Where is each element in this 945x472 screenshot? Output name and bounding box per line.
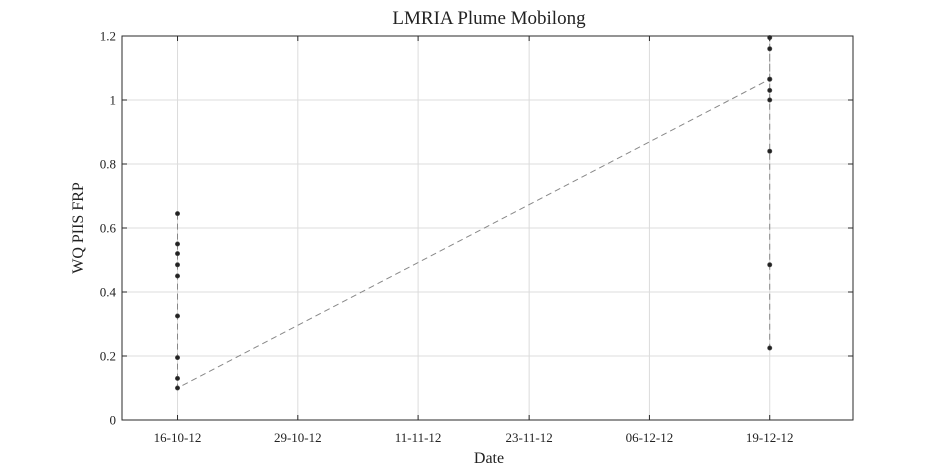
data-point bbox=[767, 76, 773, 82]
x-tick-label: 23-11-12 bbox=[506, 430, 553, 445]
y-tick-label: 0.6 bbox=[100, 221, 117, 236]
x-tick-label: 29-10-12 bbox=[274, 430, 322, 445]
data-point bbox=[767, 345, 773, 351]
data-point bbox=[175, 211, 181, 217]
x-tick-label: 16-10-12 bbox=[154, 430, 202, 445]
x-tick-label: 11-11-12 bbox=[395, 430, 442, 445]
data-point bbox=[175, 251, 181, 257]
data-point bbox=[767, 262, 773, 268]
data-point bbox=[767, 87, 773, 93]
x-tick-label: 19-12-12 bbox=[746, 430, 794, 445]
series-layer bbox=[175, 35, 773, 391]
axis-ticks: 0 0.2 0.4 0.6 0.8 1 1.2 16-10-12 29-10-12 11-11-1… bbox=[100, 29, 853, 445]
y-tick-label: 1.2 bbox=[100, 29, 116, 44]
data-point bbox=[175, 385, 181, 391]
data-point bbox=[175, 241, 181, 247]
data-point bbox=[767, 148, 773, 154]
x-axis-label: Date bbox=[474, 450, 504, 467]
data-point bbox=[175, 313, 181, 319]
y-tick-label: 0.8 bbox=[100, 157, 116, 172]
y-tick-label: 0.2 bbox=[100, 349, 116, 364]
data-point bbox=[767, 97, 773, 103]
y-axis-label: WQ PIIS FRP bbox=[70, 182, 87, 274]
series-line bbox=[177, 37, 771, 389]
y-tick-label: 1 bbox=[110, 93, 117, 108]
data-point bbox=[767, 46, 773, 52]
chart-title: LMRIA Plume Mobilong bbox=[392, 8, 586, 29]
y-tick-label: 0 bbox=[110, 413, 117, 428]
data-point bbox=[175, 262, 181, 268]
x-tick-label: 06-12-12 bbox=[626, 430, 674, 445]
data-point bbox=[175, 273, 181, 279]
data-point bbox=[175, 375, 181, 381]
y-tick-label: 0.4 bbox=[100, 285, 117, 300]
data-point bbox=[175, 355, 181, 361]
grid bbox=[122, 35, 853, 421]
